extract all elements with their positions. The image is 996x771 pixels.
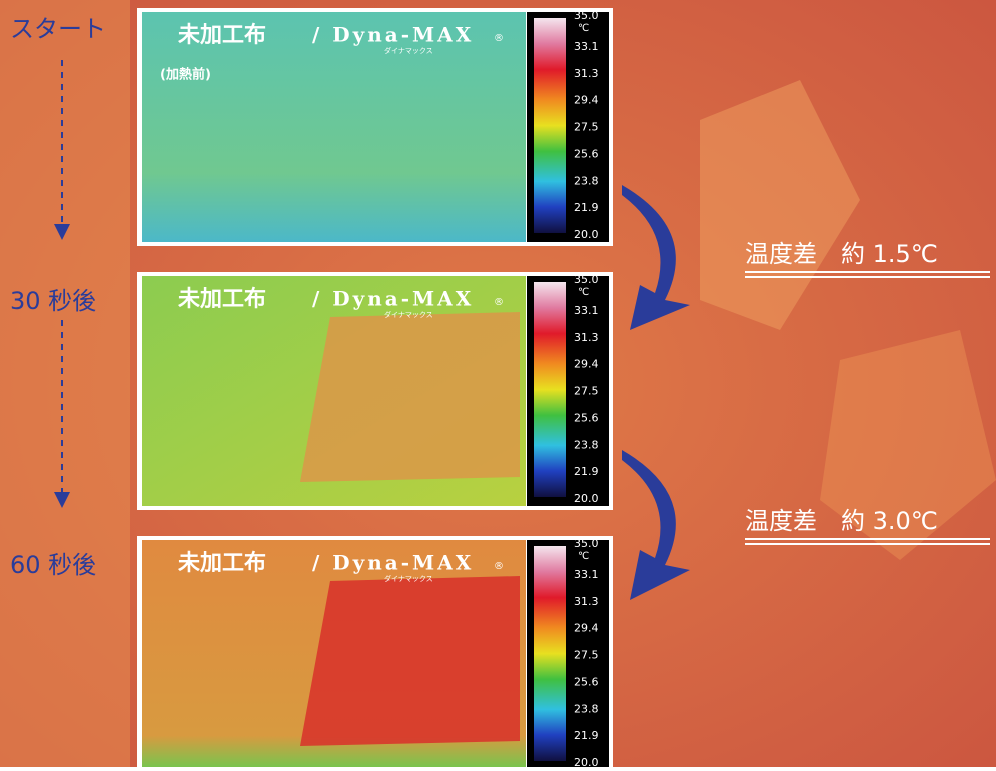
brand-reading: ダイナマックス [384, 46, 433, 55]
scale-tick: 23.8 [574, 174, 599, 187]
brand: / Dyna-MAX [312, 551, 474, 575]
curved-arrow [622, 450, 690, 600]
brand-mark: ® [494, 33, 504, 44]
warm-region [300, 576, 520, 746]
scale-tick: 20.0 [574, 756, 599, 767]
arrows [54, 60, 690, 600]
brand-mark: ® [494, 297, 504, 308]
scale-tick: 20.0 [574, 228, 599, 241]
thermal-image [142, 12, 526, 242]
step-label: 30 秒後 [10, 287, 96, 315]
background-hex [0, 0, 130, 767]
scale-tick: 25.6 [574, 675, 599, 688]
scale-tick: 35.0 [574, 273, 599, 286]
scale-tick: 21.9 [574, 465, 599, 478]
brand: / Dyna-MAX [312, 23, 474, 47]
step-label: 60 秒後 [10, 551, 96, 579]
scale-tick: 25.6 [574, 411, 599, 424]
scale-tick: 23.8 [574, 702, 599, 715]
brand-mark: ® [494, 561, 504, 572]
left-label: 未加工布 [178, 22, 266, 48]
scale-tick: 33.1 [574, 304, 599, 317]
scale-tick: 20.0 [574, 492, 599, 505]
scale-tick: 29.4 [574, 94, 599, 107]
note: (加熱前) [160, 67, 211, 83]
scale-tick: 23.8 [574, 438, 599, 451]
scale-tick: 33.1 [574, 40, 599, 53]
colorbar [534, 282, 566, 497]
scale-unit: ℃ [578, 23, 589, 34]
scale-tick: 31.3 [574, 331, 599, 344]
scale-tick: 33.1 [574, 568, 599, 581]
scale-tick: 27.5 [574, 649, 599, 662]
scale-tick: 27.5 [574, 385, 599, 398]
scale-tick: 29.4 [574, 622, 599, 635]
scale-tick: 31.3 [574, 595, 599, 608]
brand: / Dyna-MAX [312, 287, 474, 311]
brand-reading: ダイナマックス [384, 310, 433, 319]
scale-tick: 21.9 [574, 729, 599, 742]
scale-unit: ℃ [578, 551, 589, 562]
colorbar [534, 18, 566, 233]
left-label: 未加工布 [178, 550, 266, 576]
left-label: 未加工布 [178, 286, 266, 312]
scale-tick: 27.5 [574, 121, 599, 134]
temperature-difference: 温度差 約 1.5℃ [745, 240, 938, 268]
brand-reading: ダイナマックス [384, 574, 433, 583]
scale-tick: 21.9 [574, 201, 599, 214]
colorbar [534, 546, 566, 761]
scale-tick: 25.6 [574, 147, 599, 160]
background-hex [700, 80, 860, 330]
curved-arrow [622, 185, 690, 330]
scale-tick: 35.0 [574, 537, 599, 550]
temperature-difference: 温度差 約 3.0℃ [745, 507, 938, 535]
scale-tick: 29.4 [574, 358, 599, 371]
step-label: スタート [10, 15, 106, 43]
warm-region [300, 312, 520, 482]
background-hex [820, 330, 996, 560]
scale-tick: 35.0 [574, 9, 599, 22]
scale-unit: ℃ [578, 287, 589, 298]
scale-tick: 31.3 [574, 67, 599, 80]
